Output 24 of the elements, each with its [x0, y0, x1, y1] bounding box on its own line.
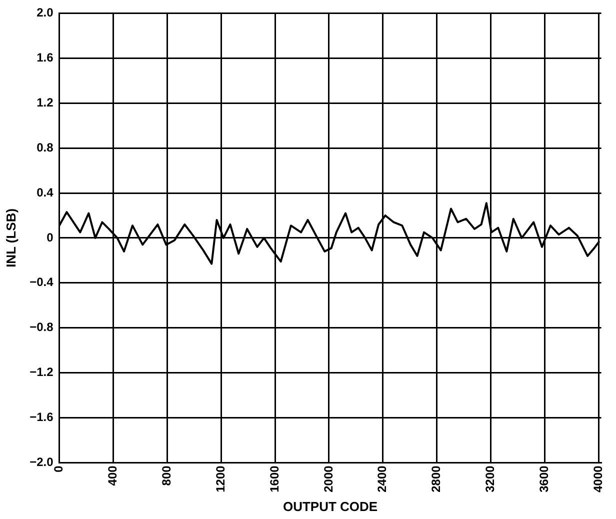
- x-tick-label: 4000: [590, 465, 605, 492]
- x-tick-label: 3200: [483, 465, 498, 492]
- x-tick-label: 2000: [321, 465, 336, 492]
- y-axis-title: INL (LSB): [3, 208, 18, 268]
- y-tick-label: 0: [46, 230, 54, 244]
- x-tick-label: 0: [52, 465, 66, 472]
- x-tick-label: 2400: [375, 465, 390, 492]
- y-tick-label: 2.0: [36, 6, 54, 20]
- y-tick-label: 1.2: [36, 95, 54, 110]
- y-tick-label: −0.8: [30, 320, 54, 334]
- y-tick-label: −2.0: [30, 455, 54, 470]
- x-tick-label: 3600: [536, 465, 551, 492]
- x-tick-label: 400: [106, 465, 120, 486]
- y-tick-label: 1.6: [36, 50, 54, 64]
- y-tick-label: 0.8: [36, 140, 54, 154]
- y-tick-label: 0.4: [36, 185, 54, 200]
- y-tick-label: −1.6: [30, 410, 54, 424]
- x-tick-label: 2800: [429, 465, 444, 492]
- x-axis-title: OUTPUT CODE: [282, 498, 378, 514]
- x-tick-label: 1600: [267, 465, 282, 492]
- x-tick-label: 800: [159, 465, 174, 486]
- y-tick-label: −0.4: [30, 275, 54, 290]
- x-tick-label: 1200: [213, 465, 228, 492]
- y-tick-label: −1.2: [30, 365, 54, 380]
